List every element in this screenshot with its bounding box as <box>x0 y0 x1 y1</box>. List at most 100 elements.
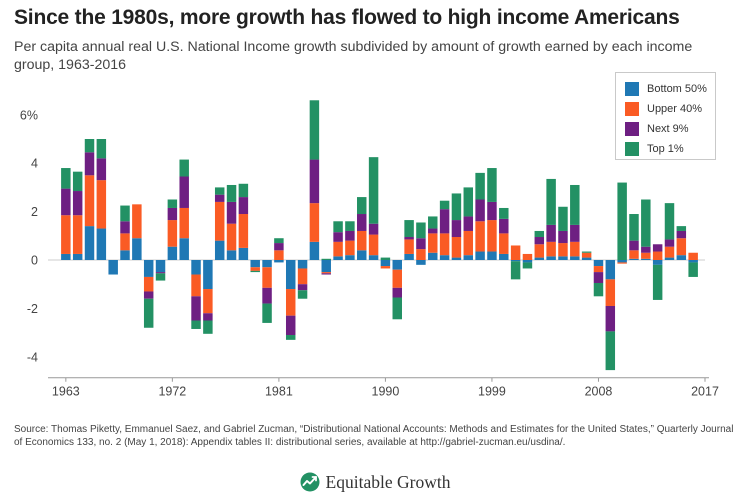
bar-next9-1972 <box>167 207 178 221</box>
bar-bottom50-2003 <box>534 257 545 260</box>
bar-bottom50-2005 <box>558 256 568 260</box>
bar-bottom50-1988 <box>357 250 367 260</box>
x-tick-label: 1999 <box>478 385 506 399</box>
bar-bottom50-1973 <box>179 238 189 260</box>
bar-next9-2000 <box>499 218 509 234</box>
axes-layer: -4 -2 0 2 4 6% 1963 1972 1981 1990 1999 2008 2017 <box>20 108 719 398</box>
bar-top1-2000 <box>499 207 509 219</box>
bar-upper40-1975 <box>203 289 213 314</box>
legend-label: Bottom 50% <box>647 83 707 95</box>
bar-upper40-1997 <box>463 230 474 256</box>
bar-bottom50-1987 <box>345 255 355 260</box>
x-tick-label: 1990 <box>372 385 400 399</box>
bar-top1-2012 <box>641 199 651 247</box>
bar-upper40-1966 <box>96 180 107 229</box>
bar-top1-1974 <box>191 320 201 329</box>
bar-bottom50-1968 <box>120 250 130 260</box>
bar-bottom50-2006 <box>570 256 580 260</box>
bar-bottom50-2008 <box>593 260 604 267</box>
bars-layer <box>61 100 698 371</box>
bar-bottom50-1986 <box>333 256 343 260</box>
legend-item-next9: Next 9% <box>625 122 689 136</box>
bar-top1-2009 <box>605 331 616 371</box>
legend-swatch-bottom50 <box>625 82 639 96</box>
chart-subtitle: Per capita annual real U.S. National Inc… <box>14 39 693 73</box>
bar-bottom50-1994 <box>428 252 438 260</box>
bar-upper40-1992 <box>404 239 414 254</box>
bar-top1-1973 <box>179 159 189 177</box>
bar-next9-1991 <box>392 287 402 298</box>
bar-bottom50-2000 <box>499 253 509 260</box>
bar-upper40-1998 <box>475 221 485 252</box>
bar-upper40-1991 <box>392 269 402 288</box>
bar-bottom50-1974 <box>191 260 201 275</box>
bar-next9-1981 <box>274 243 284 251</box>
bar-next9-1995 <box>439 209 450 234</box>
bar-bottom50-1980 <box>262 260 272 268</box>
legend-item-upper40: Upper 40% <box>625 102 702 116</box>
bar-upper40-1965 <box>84 175 95 227</box>
bar-upper40-1972 <box>167 220 178 247</box>
y-tick-label: 0 <box>31 254 38 268</box>
bar-next9-1989 <box>368 223 379 235</box>
bar-next9-1983 <box>297 284 308 291</box>
bar-top1-1972 <box>167 199 178 208</box>
bar-upper40-1973 <box>179 207 189 239</box>
bar-top1-1982 <box>285 335 296 340</box>
bar-top1-1968 <box>120 205 130 222</box>
bar-bottom50-1963 <box>61 253 71 260</box>
bar-next9-2014 <box>664 239 675 247</box>
bar-top1-2004 <box>546 178 556 225</box>
bar-next9-1971 <box>155 272 166 274</box>
bar-upper40-1976 <box>214 201 225 241</box>
bar-top1-1980 <box>262 303 272 323</box>
bar-next9-2009 <box>605 305 616 332</box>
bar-upper40-2010 <box>617 262 627 264</box>
bar-upper40-2004 <box>546 241 556 257</box>
y-tick-label: 2 <box>31 205 38 219</box>
bar-top1-1984 <box>309 100 320 160</box>
bar-bottom50-1983 <box>297 260 308 269</box>
bar-bottom50-1998 <box>475 251 485 260</box>
bar-upper40-1988 <box>357 230 367 251</box>
bar-next9-1963 <box>61 188 71 216</box>
bar-next9-1980 <box>262 287 272 304</box>
bar-top1-1988 <box>357 197 367 215</box>
bar-top1-1993 <box>416 222 426 239</box>
bar-next9-1997 <box>463 216 474 231</box>
bar-next9-1984 <box>309 159 320 204</box>
bar-bottom50-1979 <box>250 260 260 268</box>
legend-label: Next 9% <box>647 123 689 135</box>
bar-top1-1963 <box>61 168 71 189</box>
bar-top1-1975 <box>203 320 213 334</box>
bar-next9-1966 <box>96 158 107 181</box>
bar-next9-1985 <box>321 273 331 275</box>
bar-bottom50-1989 <box>368 255 379 260</box>
bar-top1-1994 <box>428 216 438 229</box>
bar-top1-2015 <box>676 226 687 231</box>
bar-upper40-2006 <box>570 241 580 257</box>
bar-top1-2001 <box>510 261 521 280</box>
y-tick-label: 4 <box>31 157 38 171</box>
bar-next9-1988 <box>357 214 367 231</box>
y-tick-label: 6% <box>20 108 38 122</box>
bar-top1-2006 <box>570 184 580 225</box>
bar-top1-2013 <box>652 264 663 300</box>
bar-bottom50-1964 <box>72 253 83 260</box>
bar-top1-1978 <box>238 183 249 198</box>
legend-swatch-top1 <box>625 142 639 156</box>
bar-top1-1966 <box>96 139 107 159</box>
bar-bottom50-1969 <box>132 238 142 260</box>
bar-upper40-1981 <box>274 250 284 260</box>
bar-bottom50-1995 <box>439 255 450 260</box>
bar-top1-1964 <box>72 171 83 192</box>
bar-bottom50-2001 <box>510 260 521 262</box>
bar-next9-2005 <box>558 230 568 244</box>
bar-bottom50-1997 <box>463 255 474 260</box>
bar-next9-2012 <box>641 246 651 253</box>
bar-top1-1977 <box>226 184 237 202</box>
bar-top1-2007 <box>581 251 592 253</box>
x-tick-label: 1972 <box>158 385 186 399</box>
bar-upper40-2001 <box>510 245 521 260</box>
bar-next9-1974 <box>191 296 201 321</box>
